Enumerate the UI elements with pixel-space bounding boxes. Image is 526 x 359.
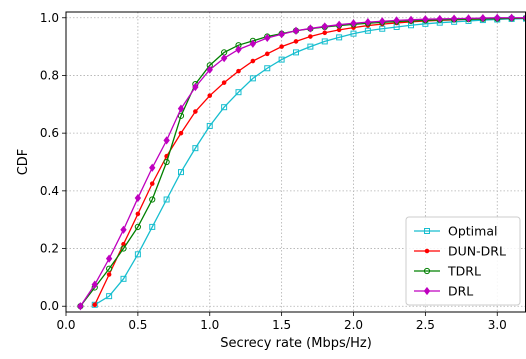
data-point	[265, 52, 269, 56]
data-point	[309, 35, 313, 39]
y-tick-label: 0.8	[40, 68, 59, 82]
data-point	[135, 194, 141, 201]
x-tick-label: 0.0	[56, 318, 75, 332]
x-axis-label: Secrecy rate (Mbps/Hz)	[220, 336, 372, 351]
legend-label: Optimal	[448, 224, 497, 239]
legend-marker	[425, 249, 429, 253]
data-point	[251, 59, 255, 63]
data-point	[294, 40, 298, 44]
x-tick-label: 1.0	[200, 318, 219, 332]
data-point	[136, 212, 140, 216]
legend: Optimal DUN-DRL TDRL DRL	[406, 217, 520, 305]
data-point	[323, 31, 327, 35]
x-tick-label: 2.0	[344, 318, 363, 332]
y-tick-label: 0.6	[40, 126, 59, 140]
x-tick-label: 2.5	[416, 318, 435, 332]
x-tick-label: 0.5	[128, 318, 147, 332]
data-point	[221, 55, 227, 62]
data-point	[107, 273, 111, 277]
legend-label: DUN-DRL	[448, 244, 506, 259]
legend-label: TDRL	[447, 264, 481, 279]
y-tick-label: 0.0	[40, 299, 59, 313]
data-point	[222, 81, 226, 85]
data-point	[280, 45, 284, 49]
y-axis-label: CDF	[16, 149, 31, 176]
y-tick-label: 0.4	[40, 184, 59, 198]
data-point	[150, 182, 154, 186]
data-point	[293, 27, 299, 34]
data-point	[208, 94, 212, 98]
y-tick-label: 1.0	[40, 11, 59, 25]
data-point	[93, 303, 97, 307]
data-point	[194, 110, 198, 114]
y-tick-label: 0.2	[40, 242, 59, 256]
x-tick-label: 1.5	[272, 318, 291, 332]
x-tick-label: 3.0	[488, 318, 507, 332]
data-point	[237, 69, 241, 73]
legend-label: DRL	[448, 284, 473, 299]
data-point	[179, 131, 183, 135]
